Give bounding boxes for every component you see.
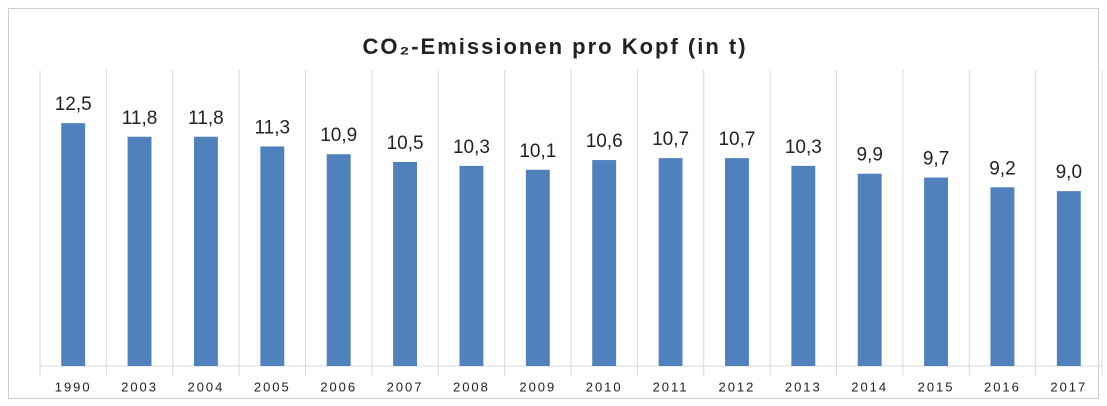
x-tick-label: 2014 [851,379,888,394]
x-tick-label: 1990 [55,379,92,394]
data-label: 12,5 [55,94,92,115]
data-label: 9,2 [989,158,1015,179]
bar [525,169,550,366]
bar [592,160,617,366]
chart-title: CO₂-Emissionen pro Kopf (in t) [362,34,747,59]
bar [724,158,749,366]
bar [193,136,218,366]
data-label: 10,6 [586,131,623,152]
x-tick-label: 2006 [320,379,357,394]
bar [924,177,949,366]
x-tick-label: 2015 [918,379,955,394]
data-label: 10,7 [718,129,755,150]
x-tick-label: 2008 [453,379,490,394]
data-label: 11,8 [188,108,224,129]
bar [459,165,484,366]
data-label: 9,7 [923,149,949,170]
x-tick-label: 2005 [254,379,291,394]
data-label: 9,0 [1056,162,1082,183]
data-label: 11,8 [122,108,158,129]
x-tick-label: 2004 [187,379,224,394]
data-label: 9,9 [856,145,882,166]
data-label: 10,1 [519,141,556,162]
data-label: 11,3 [255,117,291,138]
x-tick-label: 2013 [785,379,822,394]
bar [658,158,683,366]
bar [857,173,882,366]
data-label: 10,3 [453,137,490,158]
x-tick-label: 2017 [1050,379,1087,394]
data-label: 10,7 [652,129,689,150]
bar [791,165,816,366]
bar [393,162,418,366]
data-label: 10,5 [387,133,424,154]
data-label: 10,9 [320,125,357,146]
x-tick-label: 2003 [121,379,158,394]
bar [990,187,1015,366]
bar [1056,191,1081,366]
bar [260,146,285,366]
x-tick-label: 2010 [586,379,623,394]
x-tick-label: 2007 [387,379,424,394]
bar [127,136,152,366]
bar [326,154,351,366]
bar [61,123,86,367]
x-tick-label: 2012 [718,379,755,394]
chart-frame [8,8,1099,399]
x-tick-label: 2016 [984,379,1021,394]
x-tick-label: 2009 [519,379,556,394]
x-tick-label: 2011 [653,379,689,394]
data-label: 10,3 [785,137,822,158]
